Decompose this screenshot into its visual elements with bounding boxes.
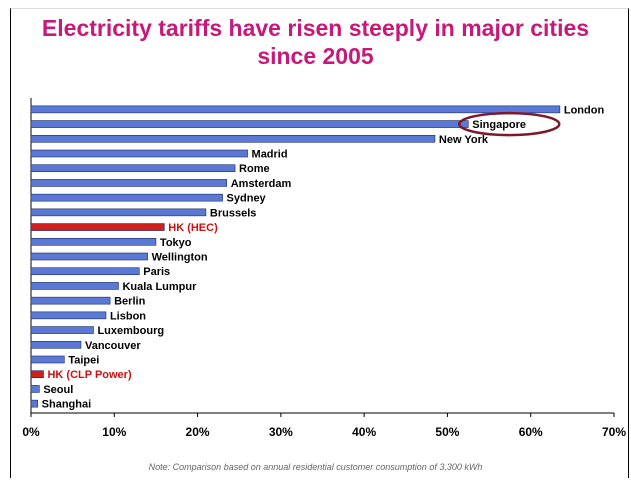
bar-label: Amsterdam <box>231 178 292 190</box>
bar <box>30 237 157 246</box>
bar-label: Sydney <box>227 193 267 205</box>
highlight-circle <box>458 111 561 137</box>
bar-label: Paris <box>143 266 170 278</box>
bar-label: Brussels <box>210 207 256 219</box>
bar-label: HK (HEC) <box>168 222 218 234</box>
bar <box>30 267 140 276</box>
chart-frame <box>10 8 629 478</box>
chart-note: Note: Comparison based on annual residen… <box>148 462 483 472</box>
bar-label: Tokyo <box>160 237 192 249</box>
x-tick-label: 70% <box>602 425 626 439</box>
bar <box>30 282 119 290</box>
bar-label: Taipei <box>68 355 99 367</box>
bar-label: HK (CLP Power) <box>47 369 131 381</box>
bar <box>30 326 94 334</box>
bar <box>30 311 107 320</box>
chart-title: Electricity tariffs have risen steeply i… <box>41 15 590 69</box>
x-tick-label: 0% <box>22 425 40 439</box>
bar-label: New York <box>439 134 489 146</box>
x-tick-label: 20% <box>186 425 210 439</box>
bar <box>30 252 148 261</box>
bar <box>30 355 65 364</box>
bar <box>30 164 236 173</box>
bar-label: Singapore <box>472 119 526 131</box>
bar-label: Shanghai <box>42 399 92 411</box>
bar <box>30 223 165 231</box>
bar-label: Rome <box>239 163 270 175</box>
bar-label: Vancouver <box>85 340 141 352</box>
bar <box>30 208 207 217</box>
bar-label: Madrid <box>252 149 288 161</box>
bar <box>30 296 111 305</box>
bar-label: Lisbon <box>110 310 146 322</box>
bar <box>30 105 561 114</box>
x-tick-label: 60% <box>519 425 543 439</box>
bar <box>30 120 469 128</box>
bar <box>30 399 38 408</box>
bar <box>30 179 228 187</box>
bar <box>30 370 44 379</box>
bar-label: Seoul <box>43 384 73 396</box>
bar <box>30 340 82 349</box>
bar-label: Kuala Lumpur <box>122 281 197 293</box>
x-tick-label: 40% <box>352 425 376 439</box>
bar-label: Luxembourg <box>97 325 164 337</box>
bar <box>30 193 223 202</box>
x-tick-label: 50% <box>435 425 459 439</box>
bar <box>30 149 248 158</box>
bar <box>30 385 40 393</box>
bar-label: Berlin <box>114 296 145 308</box>
x-tick-label: 10% <box>102 425 126 439</box>
bar-label: Wellington <box>152 252 208 264</box>
x-tick-label: 30% <box>269 425 293 439</box>
bar-label: London <box>564 104 605 116</box>
bar <box>30 134 436 143</box>
